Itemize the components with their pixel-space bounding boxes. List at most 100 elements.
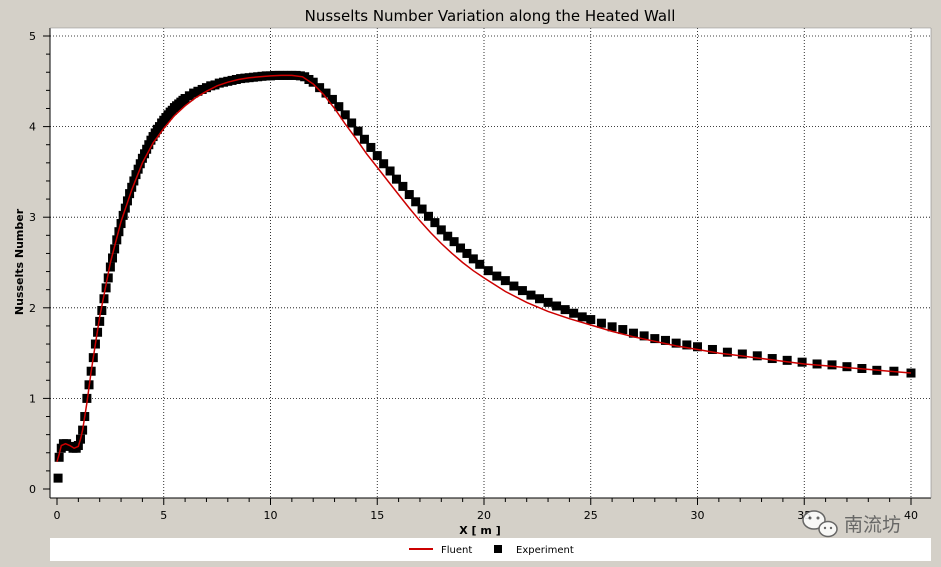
y-tick-label: 2 xyxy=(29,302,36,315)
experiment-marker xyxy=(347,118,357,128)
experiment-marker xyxy=(526,290,536,300)
experiment-marker xyxy=(475,259,485,269)
experiment-marker xyxy=(517,286,527,296)
experiment-marker xyxy=(671,338,681,348)
y-tick-label: 5 xyxy=(29,30,36,43)
legend-experiment-swatch xyxy=(494,545,502,553)
experiment-marker xyxy=(133,164,143,174)
y-axis-label: Nusselts Number xyxy=(13,208,26,315)
experiment-marker xyxy=(722,347,732,357)
legend-fluent-label: Fluent xyxy=(441,545,472,556)
experiment-marker xyxy=(628,328,638,338)
experiment-marker xyxy=(535,294,545,304)
experiment-marker xyxy=(359,134,369,144)
experiment-marker xyxy=(569,308,579,318)
experiment-marker xyxy=(404,190,414,200)
experiment-marker xyxy=(812,359,822,369)
plot-background xyxy=(50,28,931,498)
x-tick-label: 10 xyxy=(264,509,278,522)
experiment-marker xyxy=(842,362,852,372)
experiment-marker xyxy=(411,197,421,207)
experiment-marker xyxy=(782,355,792,365)
y-tick-labels: 0 1 2 3 4 5 xyxy=(29,30,36,496)
experiment-marker xyxy=(308,77,318,87)
experiment-marker xyxy=(334,102,344,112)
experiment-marker xyxy=(827,360,837,370)
experiment-marker xyxy=(693,342,702,352)
experiment-marker xyxy=(639,331,649,341)
experiment-marker xyxy=(379,159,389,169)
experiment-marker xyxy=(54,452,64,462)
legend: Fluent Experiment xyxy=(409,545,574,556)
experiment-marker xyxy=(131,170,141,180)
experiment-marker xyxy=(586,315,596,325)
experiment-marker xyxy=(430,218,440,228)
experiment-marker xyxy=(144,140,154,150)
x-tick-label: 25 xyxy=(584,509,598,522)
experiment-marker xyxy=(509,281,519,291)
experiment-marker xyxy=(483,266,493,276)
experiment-marker xyxy=(315,83,325,93)
experiment-marker xyxy=(97,306,107,316)
experiment-marker xyxy=(372,151,382,161)
experiment-marker xyxy=(443,231,453,241)
experiment-marker xyxy=(108,253,118,263)
experiment-marker xyxy=(797,357,807,367)
watermark: 南流坊 xyxy=(802,510,901,538)
experiment-marker xyxy=(142,144,152,154)
experiment-marker xyxy=(137,153,147,163)
experiment-marker xyxy=(596,318,606,328)
experiment-marker xyxy=(500,276,510,286)
x-tick-label: 30 xyxy=(691,509,705,522)
experiment-marker xyxy=(135,159,145,169)
watermark-text: 南流坊 xyxy=(844,514,901,536)
experiment-marker xyxy=(607,322,617,332)
experiment-marker xyxy=(417,204,427,214)
experiment-marker xyxy=(682,340,692,350)
experiment-marker xyxy=(618,325,628,335)
axes xyxy=(43,27,932,505)
experiment-marker xyxy=(127,182,137,192)
experiment-marker xyxy=(140,149,150,159)
x-tick-label: 20 xyxy=(477,509,491,522)
experiment-marker xyxy=(737,349,747,359)
experiment-marker xyxy=(560,305,570,315)
y-tick-label: 4 xyxy=(29,121,36,134)
experiment-marker xyxy=(436,225,446,235)
experiment-marker xyxy=(103,273,113,283)
experiment-marker xyxy=(327,94,337,104)
wechat-icon xyxy=(802,510,838,538)
experiment-marker xyxy=(650,334,660,344)
experiment-marker xyxy=(767,354,777,364)
experiment-marker xyxy=(752,351,762,361)
experiment-marker xyxy=(449,237,459,247)
experiment-marker xyxy=(321,88,331,98)
experiment-marker xyxy=(492,271,502,281)
experiment-marker xyxy=(660,335,670,345)
x-tick-label: 0 xyxy=(54,509,61,522)
experiment-marker xyxy=(707,344,717,354)
experiment-marker xyxy=(53,473,63,483)
experiment-marker xyxy=(340,110,350,120)
experiment-marker xyxy=(125,189,135,199)
x-axis-label: X [ m ] xyxy=(459,524,501,537)
experiment-marker xyxy=(391,174,401,184)
x-tick-label: 15 xyxy=(370,509,384,522)
fluent-series-line xyxy=(56,74,912,463)
y-tick-label: 3 xyxy=(29,211,36,224)
experiment-marker xyxy=(577,312,587,322)
experiment-marker xyxy=(385,166,395,176)
experiment-marker xyxy=(105,262,115,272)
experiment-marker xyxy=(552,301,562,311)
x-tick-label: 5 xyxy=(160,509,167,522)
experiment-marker xyxy=(366,142,376,152)
y-tick-label: 1 xyxy=(29,392,36,405)
experiment-marker xyxy=(468,254,478,264)
legend-panel xyxy=(50,538,931,561)
experiment-marker xyxy=(353,126,363,136)
experiment-marker xyxy=(423,211,433,221)
experiment-marker xyxy=(456,243,466,253)
experiment-marker xyxy=(129,176,139,186)
experiment-marker xyxy=(906,368,916,378)
